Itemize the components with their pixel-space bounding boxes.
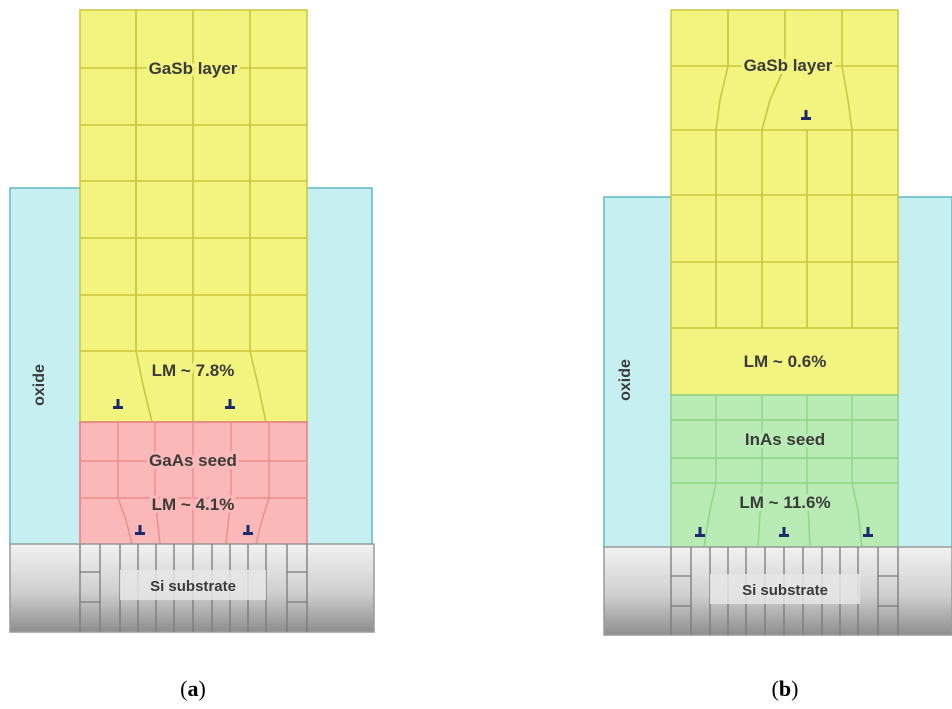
gaas-lm-label: LM ~ 4.1%	[152, 495, 235, 514]
inas-seed-label: InAs seed	[745, 430, 825, 449]
gasb-lattice	[671, 10, 898, 329]
gasb-lm-label: LM ~ 0.6%	[744, 352, 827, 371]
inas-lm-label: LM ~ 11.6%	[739, 493, 830, 512]
dislocation-icon	[113, 399, 123, 409]
dislocation-icon	[801, 110, 811, 120]
inas-lattice	[671, 395, 898, 548]
gasb-layer-label: GaSb layer	[149, 59, 238, 78]
dislocation-markers	[113, 399, 253, 535]
gasb-lattice	[80, 10, 307, 423]
gasb-layer-label: GaSb layer	[744, 56, 833, 75]
dislocation-icon	[135, 525, 145, 535]
substrate-label-bg	[120, 570, 266, 600]
dislocation-icon	[225, 399, 235, 409]
dislocation-icon	[695, 527, 705, 537]
panel-b-caption: (b)	[772, 676, 799, 701]
oxide-label: oxide	[31, 364, 48, 406]
dislocation-icon	[243, 525, 253, 535]
substrate-label-bg	[710, 574, 860, 604]
panel-b: oxide	[603, 9, 952, 701]
dislocation-icon	[863, 527, 873, 537]
panel-a: oxide	[9, 9, 375, 701]
inas-seed	[670, 394, 899, 548]
dislocation-markers	[695, 110, 873, 537]
oxide-label: oxide	[617, 359, 634, 401]
gaas-seed-label: GaAs seed	[149, 451, 237, 470]
dislocation-icon	[779, 527, 789, 537]
gasb-layer	[670, 9, 899, 396]
gaas-lattice	[80, 422, 307, 545]
panel-a-caption: (a)	[180, 676, 206, 701]
gasb-lm-label: LM ~ 7.8%	[152, 361, 235, 380]
substrate-label: Si substrate	[742, 582, 828, 599]
substrate-label: Si substrate	[150, 578, 236, 595]
